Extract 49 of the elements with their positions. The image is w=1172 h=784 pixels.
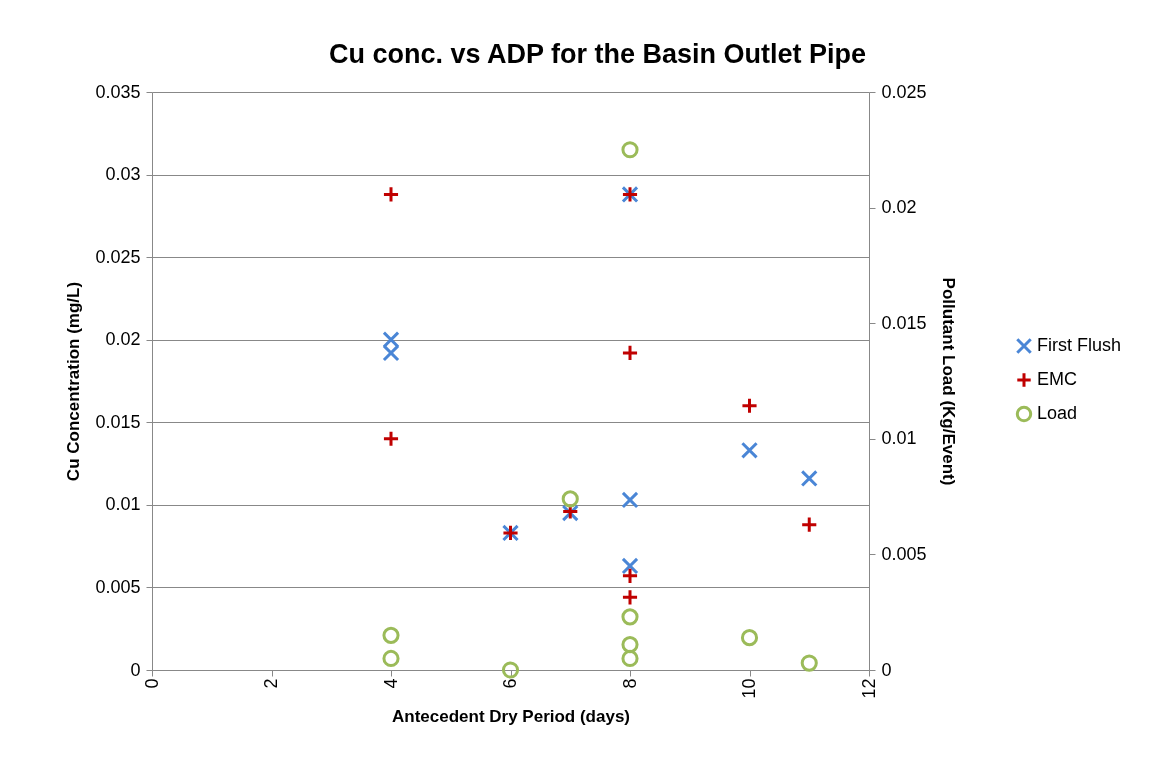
- x-tick-label: 10: [739, 678, 759, 699]
- point: [800, 469, 818, 488]
- point: [621, 608, 639, 626]
- x-tick-label: 2: [261, 678, 281, 689]
- y-tick-label: 0.01: [105, 494, 141, 515]
- legend-label: First Flush: [1037, 335, 1122, 355]
- point: [621, 588, 639, 606]
- legend-label: EMC: [1037, 369, 1077, 389]
- y-tick-label: 0.015: [95, 411, 141, 432]
- point: [382, 649, 400, 667]
- y-tick-label: 0.03: [105, 164, 141, 185]
- y2-tick-label: 0.01: [881, 428, 917, 449]
- point: [621, 636, 639, 654]
- legend-label: Load: [1037, 403, 1078, 423]
- point: [621, 649, 639, 667]
- point: [382, 430, 400, 448]
- y2-tick-label: 0.02: [881, 197, 917, 218]
- point: [621, 557, 639, 575]
- y-tick-label: 0.005: [95, 576, 141, 597]
- y-tick-label: 0.035: [95, 81, 141, 102]
- point: [621, 141, 639, 159]
- point: [382, 626, 400, 644]
- x-tick-label: 6: [500, 678, 520, 689]
- y2-tick-label: 0.025: [881, 81, 927, 102]
- y-tick-label: 0.02: [105, 329, 141, 350]
- point: [621, 344, 639, 362]
- point: [621, 491, 639, 509]
- chart-title: Cu conc. vs ADP for the Basin Outlet Pipe: [328, 39, 867, 69]
- point: [800, 516, 818, 534]
- point: [740, 629, 759, 647]
- point: [382, 344, 400, 362]
- point: [501, 661, 520, 679]
- y2-axis-title: Pollutant Load (Kg/Event): [938, 277, 958, 486]
- point: [740, 441, 759, 459]
- y-tick-label: 0.025: [95, 246, 141, 267]
- point: [561, 490, 579, 508]
- y-axis-title: Cu Concentration (mg/L): [64, 281, 84, 482]
- y2-tick-label: 0.015: [881, 312, 927, 333]
- point: [382, 331, 400, 349]
- point: [740, 397, 759, 415]
- point: [382, 185, 400, 203]
- x-axis-title: Antecedent Dry Period (days): [391, 706, 631, 726]
- point: [800, 654, 818, 672]
- x-tick-label: 12: [858, 678, 879, 699]
- x-tick-label: 8: [619, 678, 640, 689]
- x-tick-label: 4: [380, 678, 401, 689]
- y2-tick-label: 0.005: [881, 543, 927, 564]
- point: [621, 567, 639, 585]
- x-tick-label: 0: [141, 678, 162, 689]
